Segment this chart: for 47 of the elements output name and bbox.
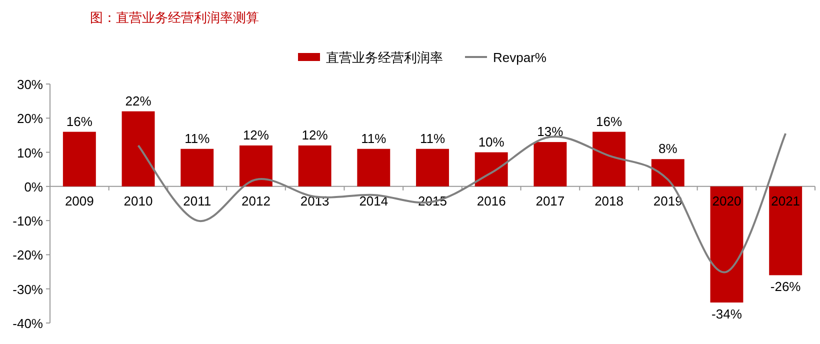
data-label: -26% — [770, 279, 802, 294]
y-tick-label: 30% — [16, 77, 44, 92]
data-label: -34% — [712, 306, 742, 322]
data-label: 16% — [66, 114, 93, 129]
bar — [416, 148, 449, 186]
bar — [180, 148, 214, 186]
bar — [357, 148, 390, 186]
legend-label: 直营业务经营利润率 — [326, 50, 443, 65]
y-tick-label: 10% — [16, 145, 44, 160]
chart-title: 图：直营业务经营利润率测算 — [90, 10, 259, 25]
data-label: 22% — [125, 93, 152, 108]
x-tick-label: 2018 — [594, 193, 624, 208]
data-label: 10% — [478, 134, 505, 150]
data-label: 12% — [302, 127, 328, 142]
x-tick-label: 2020 — [712, 193, 742, 208]
bar — [769, 186, 802, 276]
data-label: 8% — [658, 141, 678, 156]
x-tick-label: 2017 — [536, 193, 565, 208]
bar — [62, 132, 96, 186]
y-tick-label: -20% — [12, 248, 44, 263]
bar — [651, 159, 684, 186]
bar — [474, 152, 508, 186]
x-tick-label: 2009 — [64, 193, 94, 208]
bar — [534, 142, 567, 186]
x-tick-label: 2014 — [359, 193, 388, 208]
x-tick-label: 2016 — [476, 193, 506, 208]
bar — [592, 132, 626, 186]
data-label: 11% — [361, 130, 387, 146]
bar — [710, 186, 744, 303]
bar — [298, 145, 332, 186]
y-tick-label: -30% — [12, 282, 44, 297]
data-label: 16% — [596, 114, 622, 129]
x-tick-label: 2012 — [242, 193, 270, 208]
y-tick-label: 20% — [16, 111, 44, 126]
y-tick-label: -10% — [12, 214, 44, 229]
legend-label: Revpar% — [493, 50, 547, 65]
y-tick-label: -40% — [12, 316, 44, 331]
x-tick-label: 2011 — [183, 193, 212, 208]
y-tick-label: 0% — [24, 179, 44, 194]
data-label: 12% — [242, 127, 270, 142]
bar — [239, 145, 272, 186]
bar — [122, 111, 155, 186]
x-tick-label: 2010 — [124, 193, 153, 208]
data-label: 11% — [184, 130, 210, 146]
data-label: 13% — [537, 124, 564, 140]
x-tick-label: 2021 — [771, 193, 800, 208]
data-label: 11% — [420, 130, 446, 146]
